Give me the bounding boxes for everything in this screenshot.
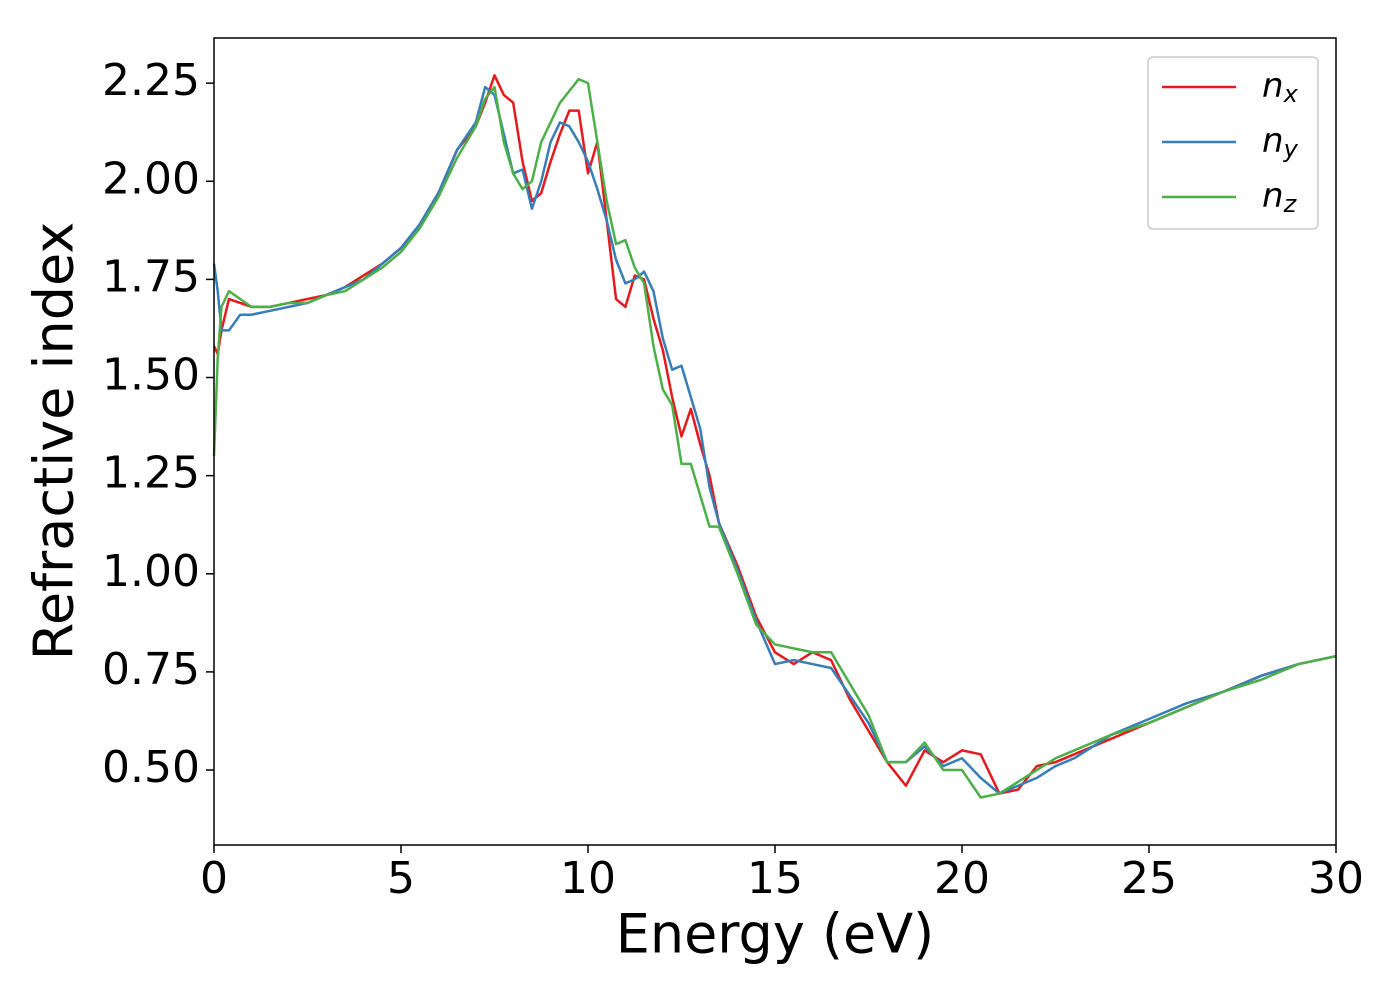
x-tick-label: 0 <box>200 853 228 904</box>
legend-label: nx <box>1262 66 1299 109</box>
legend-label: ny <box>1262 121 1299 164</box>
y-tick-label: 1.50 <box>102 350 200 401</box>
y-tick-label: 2.25 <box>102 55 200 106</box>
x-tick-label: 5 <box>387 853 415 904</box>
x-tick-label: 15 <box>747 853 803 904</box>
y-axis-label: Refractive index <box>23 222 86 661</box>
y-tick-label: 1.25 <box>102 448 200 499</box>
y-tick-label: 1.00 <box>102 546 200 597</box>
plot-frame <box>213 37 1337 846</box>
legend-label: nz <box>1262 176 1298 219</box>
y-tick-label: 0.50 <box>102 742 200 793</box>
x-tick-label: 20 <box>934 853 990 904</box>
x-tick-label: 25 <box>1121 853 1177 904</box>
y-tick-label: 2.00 <box>102 153 200 204</box>
y-tick-label: 1.75 <box>102 251 200 302</box>
legend: nx ny nz <box>1147 56 1319 230</box>
y-tick-label: 0.75 <box>102 644 200 695</box>
x-axis-label: Energy (eV) <box>616 903 935 966</box>
x-tick-label: 30 <box>1308 853 1364 904</box>
x-tick-label: 10 <box>560 853 616 904</box>
data-line <box>212 77 1337 799</box>
